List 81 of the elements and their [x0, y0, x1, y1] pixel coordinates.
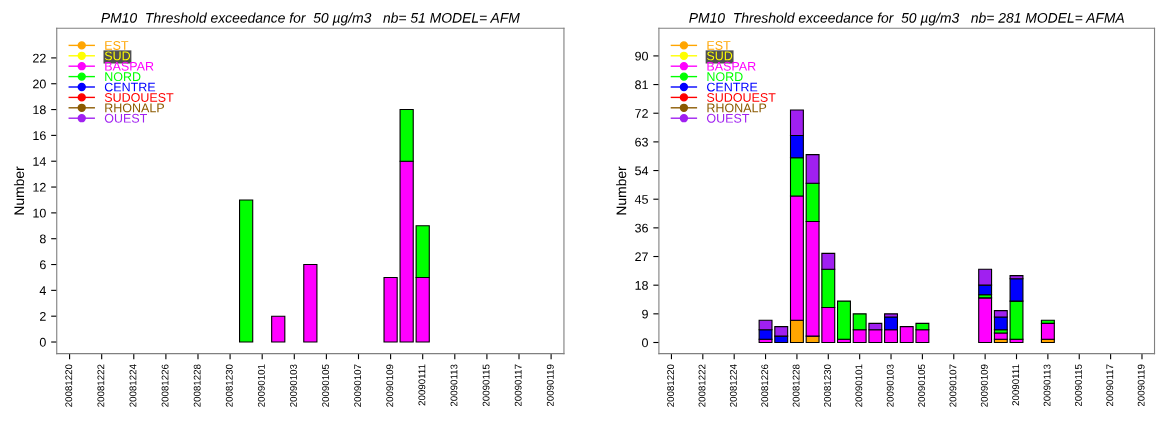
y-axis-title: Number: [13, 166, 25, 215]
x-tick-label: 20081226: [761, 364, 769, 407]
x-tick-label: 20081222: [698, 364, 706, 407]
y-tick-label: 8: [39, 234, 46, 244]
x-tick-label: 20090105: [918, 364, 926, 407]
bar: [836, 300, 851, 340]
y-tick-label: 0: [642, 338, 648, 348]
x-tick-label: 20090109: [980, 364, 988, 407]
x-tick-label: 20081228: [792, 364, 800, 407]
x-tick-label: 20081220: [667, 364, 675, 407]
x-tick-label: 20090103: [886, 364, 894, 407]
legend-label: NORD: [707, 72, 743, 82]
x-tick-label: 20081230: [824, 364, 831, 407]
x-tick-label: 20090119: [1137, 364, 1145, 407]
y-tick-label: 10: [33, 208, 46, 218]
x-tick-label: 20090109: [386, 364, 394, 407]
x-tick-label: 20090111: [418, 364, 426, 406]
x-tick-label: 20090113: [450, 364, 458, 407]
bar: [978, 297, 993, 344]
y-tick-label: 90: [635, 51, 648, 61]
x-tick-label: 20090113: [1043, 364, 1051, 407]
y-tick-label: 22: [33, 53, 46, 63]
y-tick-label: 2: [40, 311, 46, 321]
x-tick-label: 20090103: [290, 364, 297, 407]
y-tick-label: 12: [33, 182, 46, 192]
legend-label: SUD: [706, 51, 733, 61]
x-tick-label: 20081226: [161, 364, 169, 407]
bar: [1040, 322, 1055, 340]
x-tick-label: 20090107: [949, 364, 957, 407]
y-tick-label: 18: [33, 105, 46, 115]
x-tick-label: 20081222: [97, 364, 105, 407]
bar: [271, 315, 286, 343]
legend-label: EST: [105, 41, 129, 50]
y-tick-label: 18: [635, 280, 648, 290]
y-tick-label: 14: [33, 157, 46, 166]
x-tick-label: 20081228: [193, 364, 201, 407]
legend-label: BASPAR: [105, 61, 154, 71]
y-tick-label: 16: [33, 131, 46, 141]
x-tick-label: 20090105: [322, 364, 329, 407]
legend-label: SUD: [104, 51, 131, 61]
x-tick-label: 20090117: [514, 364, 522, 407]
chart-title: PM10 Threshold exceedance for 50 µg/m3 nb= 51 MODEL= AFM: [101, 12, 520, 26]
legend-label: RHONALP: [105, 103, 165, 113]
y-tick-label: 45: [634, 195, 648, 204]
y-tick-label: 4: [39, 286, 46, 295]
y-tick-label: 54: [635, 166, 649, 176]
x-tick-label: 20081230: [225, 364, 233, 407]
x-tick-label: 20090101: [257, 364, 265, 407]
legend-label: CENTRE: [707, 82, 758, 92]
y-tick-label: 36: [635, 223, 648, 233]
bar: [303, 263, 318, 343]
x-tick-label: 20090117: [1106, 364, 1114, 407]
x-tick-label: 20090115: [482, 364, 490, 407]
x-tick-label: 20081220: [65, 364, 73, 407]
chart-title: PM10 Threshold exceedance for 50 µg/m3 nb= 281 MODEL= AFMA: [689, 12, 1124, 26]
y-tick-label: 81: [635, 80, 648, 90]
legend-label: SUDOUEST: [104, 93, 174, 102]
legend-label: SUDOUEST: [706, 93, 776, 102]
legend-label: OUEST: [706, 113, 750, 123]
bar: [239, 199, 254, 343]
legend-label: EST: [707, 41, 731, 50]
x-tick-label: 20081224: [729, 364, 737, 407]
y-tick-label: 0: [39, 337, 46, 347]
x-tick-label: 20090115: [1074, 364, 1082, 407]
y-tick-label: 6: [40, 260, 46, 270]
legend-label: OUEST: [104, 113, 148, 123]
legend-label: BASPAR: [707, 61, 756, 71]
y-tick-label: 20: [33, 79, 46, 89]
y-tick-label: 72: [635, 109, 648, 118]
y-axis-title: Number: [616, 166, 627, 215]
legend-label: CENTRE: [104, 82, 156, 92]
x-tick-label: 20090107: [354, 364, 362, 407]
y-tick-label: 9: [642, 309, 648, 319]
legend-label: RHONALP: [707, 103, 767, 113]
x-tick-label: 20090111: [1012, 364, 1020, 406]
x-tick-label: 20090101: [855, 364, 863, 407]
x-tick-label: 20090119: [546, 364, 554, 407]
legend-label: NORD: [105, 72, 141, 82]
x-tick-label: 20081224: [129, 364, 137, 407]
y-tick-label: 63: [635, 137, 648, 147]
y-tick-label: 27: [635, 252, 648, 262]
